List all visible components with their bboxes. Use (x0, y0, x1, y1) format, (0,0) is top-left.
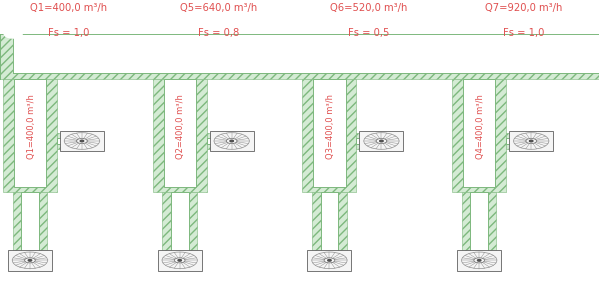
Bar (320, 192, 338, 260)
Bar (313, 79, 346, 187)
Circle shape (178, 259, 181, 261)
Bar (13, 192, 47, 260)
Bar (60, 131, 104, 151)
Text: Q1=400,0 m³/h: Q1=400,0 m³/h (26, 94, 36, 159)
Bar (356, 133, 361, 149)
Bar (162, 192, 197, 260)
Bar (171, 192, 189, 260)
Circle shape (328, 259, 331, 261)
Bar (463, 79, 495, 187)
Bar (359, 131, 404, 151)
Bar (14, 79, 46, 187)
Text: Q6=520,0 m³/h: Q6=520,0 m³/h (329, 3, 407, 13)
Bar (207, 138, 211, 144)
Circle shape (4, 30, 22, 38)
Bar (158, 250, 202, 271)
Text: Q5=640,0 m³/h: Q5=640,0 m³/h (180, 3, 257, 13)
Circle shape (28, 259, 32, 261)
Bar (470, 192, 488, 260)
Circle shape (530, 140, 533, 142)
Circle shape (477, 259, 481, 261)
Bar (457, 250, 501, 271)
Text: Fs = 0,8: Fs = 0,8 (198, 28, 239, 38)
Bar (153, 79, 207, 192)
Bar (509, 131, 553, 151)
Bar (312, 192, 347, 260)
Circle shape (230, 140, 234, 142)
Bar (210, 131, 254, 151)
Text: Fs = 1,0: Fs = 1,0 (48, 28, 90, 38)
Bar (356, 138, 361, 144)
Bar (57, 133, 61, 149)
Text: Fs = 0,5: Fs = 0,5 (347, 28, 389, 38)
Text: Q4=400,0 m³/h: Q4=400,0 m³/h (476, 94, 485, 159)
Bar (452, 79, 506, 192)
Text: Q2=400,0 m³/h: Q2=400,0 m³/h (176, 94, 186, 159)
Bar (307, 250, 352, 271)
Text: Q1=400,0 m³/h: Q1=400,0 m³/h (31, 3, 107, 13)
Bar (3, 79, 57, 192)
Bar (164, 79, 196, 187)
Bar (57, 138, 61, 144)
Bar (13, 34, 599, 73)
Text: Fs = 1,0: Fs = 1,0 (503, 28, 545, 38)
Bar (0, 34, 599, 79)
Circle shape (380, 140, 383, 142)
Bar (207, 133, 211, 149)
Circle shape (80, 140, 84, 142)
Bar (506, 133, 510, 149)
Text: Q7=920,0 m³/h: Q7=920,0 m³/h (485, 3, 563, 13)
Bar (462, 192, 497, 260)
Bar (302, 79, 356, 192)
Bar (506, 138, 510, 144)
Bar (21, 192, 39, 260)
Text: Q3=400,0 m³/h: Q3=400,0 m³/h (326, 94, 335, 159)
Bar (8, 250, 52, 271)
